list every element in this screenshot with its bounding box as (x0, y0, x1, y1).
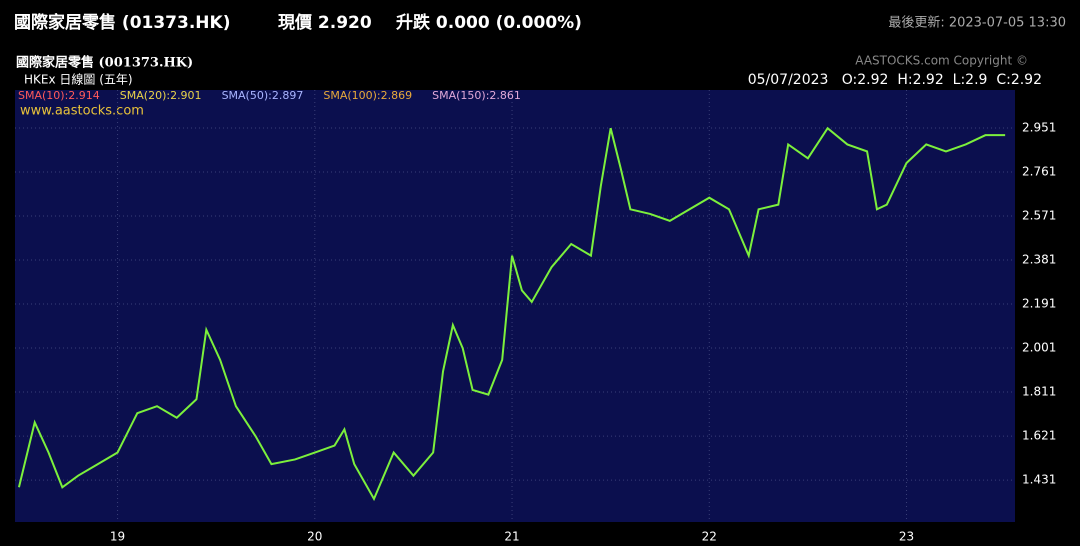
chart-subtitle: HKEx 日線圖 (五年) (24, 72, 133, 87)
quote-price: 現價 2.920 (278, 12, 372, 33)
legend-entry: SMA(20):2.901 (120, 89, 202, 102)
x-tick-label: 22 (702, 530, 717, 544)
legend-entry: SMA(10):2.914 (18, 89, 100, 102)
y-tick-label: 2.001 (1022, 341, 1056, 355)
chart-title: 國際家居零售 (001373.HK) (16, 55, 193, 71)
y-tick-label: 1.431 (1022, 473, 1056, 487)
quote-title: 國際家居零售 (01373.HK) (14, 12, 230, 33)
y-tick-label: 2.191 (1022, 297, 1056, 311)
y-tick-label: 2.571 (1022, 209, 1056, 223)
legend-entry: SMA(100):2.869 (323, 89, 412, 102)
x-tick-label: 20 (307, 530, 322, 544)
x-tick-label: 19 (110, 530, 125, 544)
y-tick-label: 2.951 (1022, 120, 1056, 134)
x-tick-label: 21 (504, 530, 519, 544)
legend-entry: SMA(150):2.861 (432, 89, 521, 102)
watermark: www.aastocks.com (20, 104, 144, 119)
y-tick-label: 1.811 (1022, 385, 1056, 399)
y-tick-label: 1.621 (1022, 429, 1056, 443)
plot-area (15, 90, 1015, 522)
ohlc-label: 05/07/2023 O:2.92 H:2.92 L:2.9 C:2.92 (748, 72, 1042, 88)
quote-change: 升跌 0.000 (0.000%) (396, 13, 582, 33)
copyright: AASTOCKS.com Copyright © (855, 54, 1028, 68)
legend-entry: SMA(50):2.897 (222, 89, 304, 102)
x-tick-label: 23 (899, 530, 914, 544)
price-line (17, 126, 1006, 502)
y-tick-label: 2.761 (1022, 164, 1056, 178)
y-tick-label: 2.381 (1022, 253, 1056, 267)
last-updated: 最後更新: 2023-07-05 13:30 (888, 15, 1066, 31)
